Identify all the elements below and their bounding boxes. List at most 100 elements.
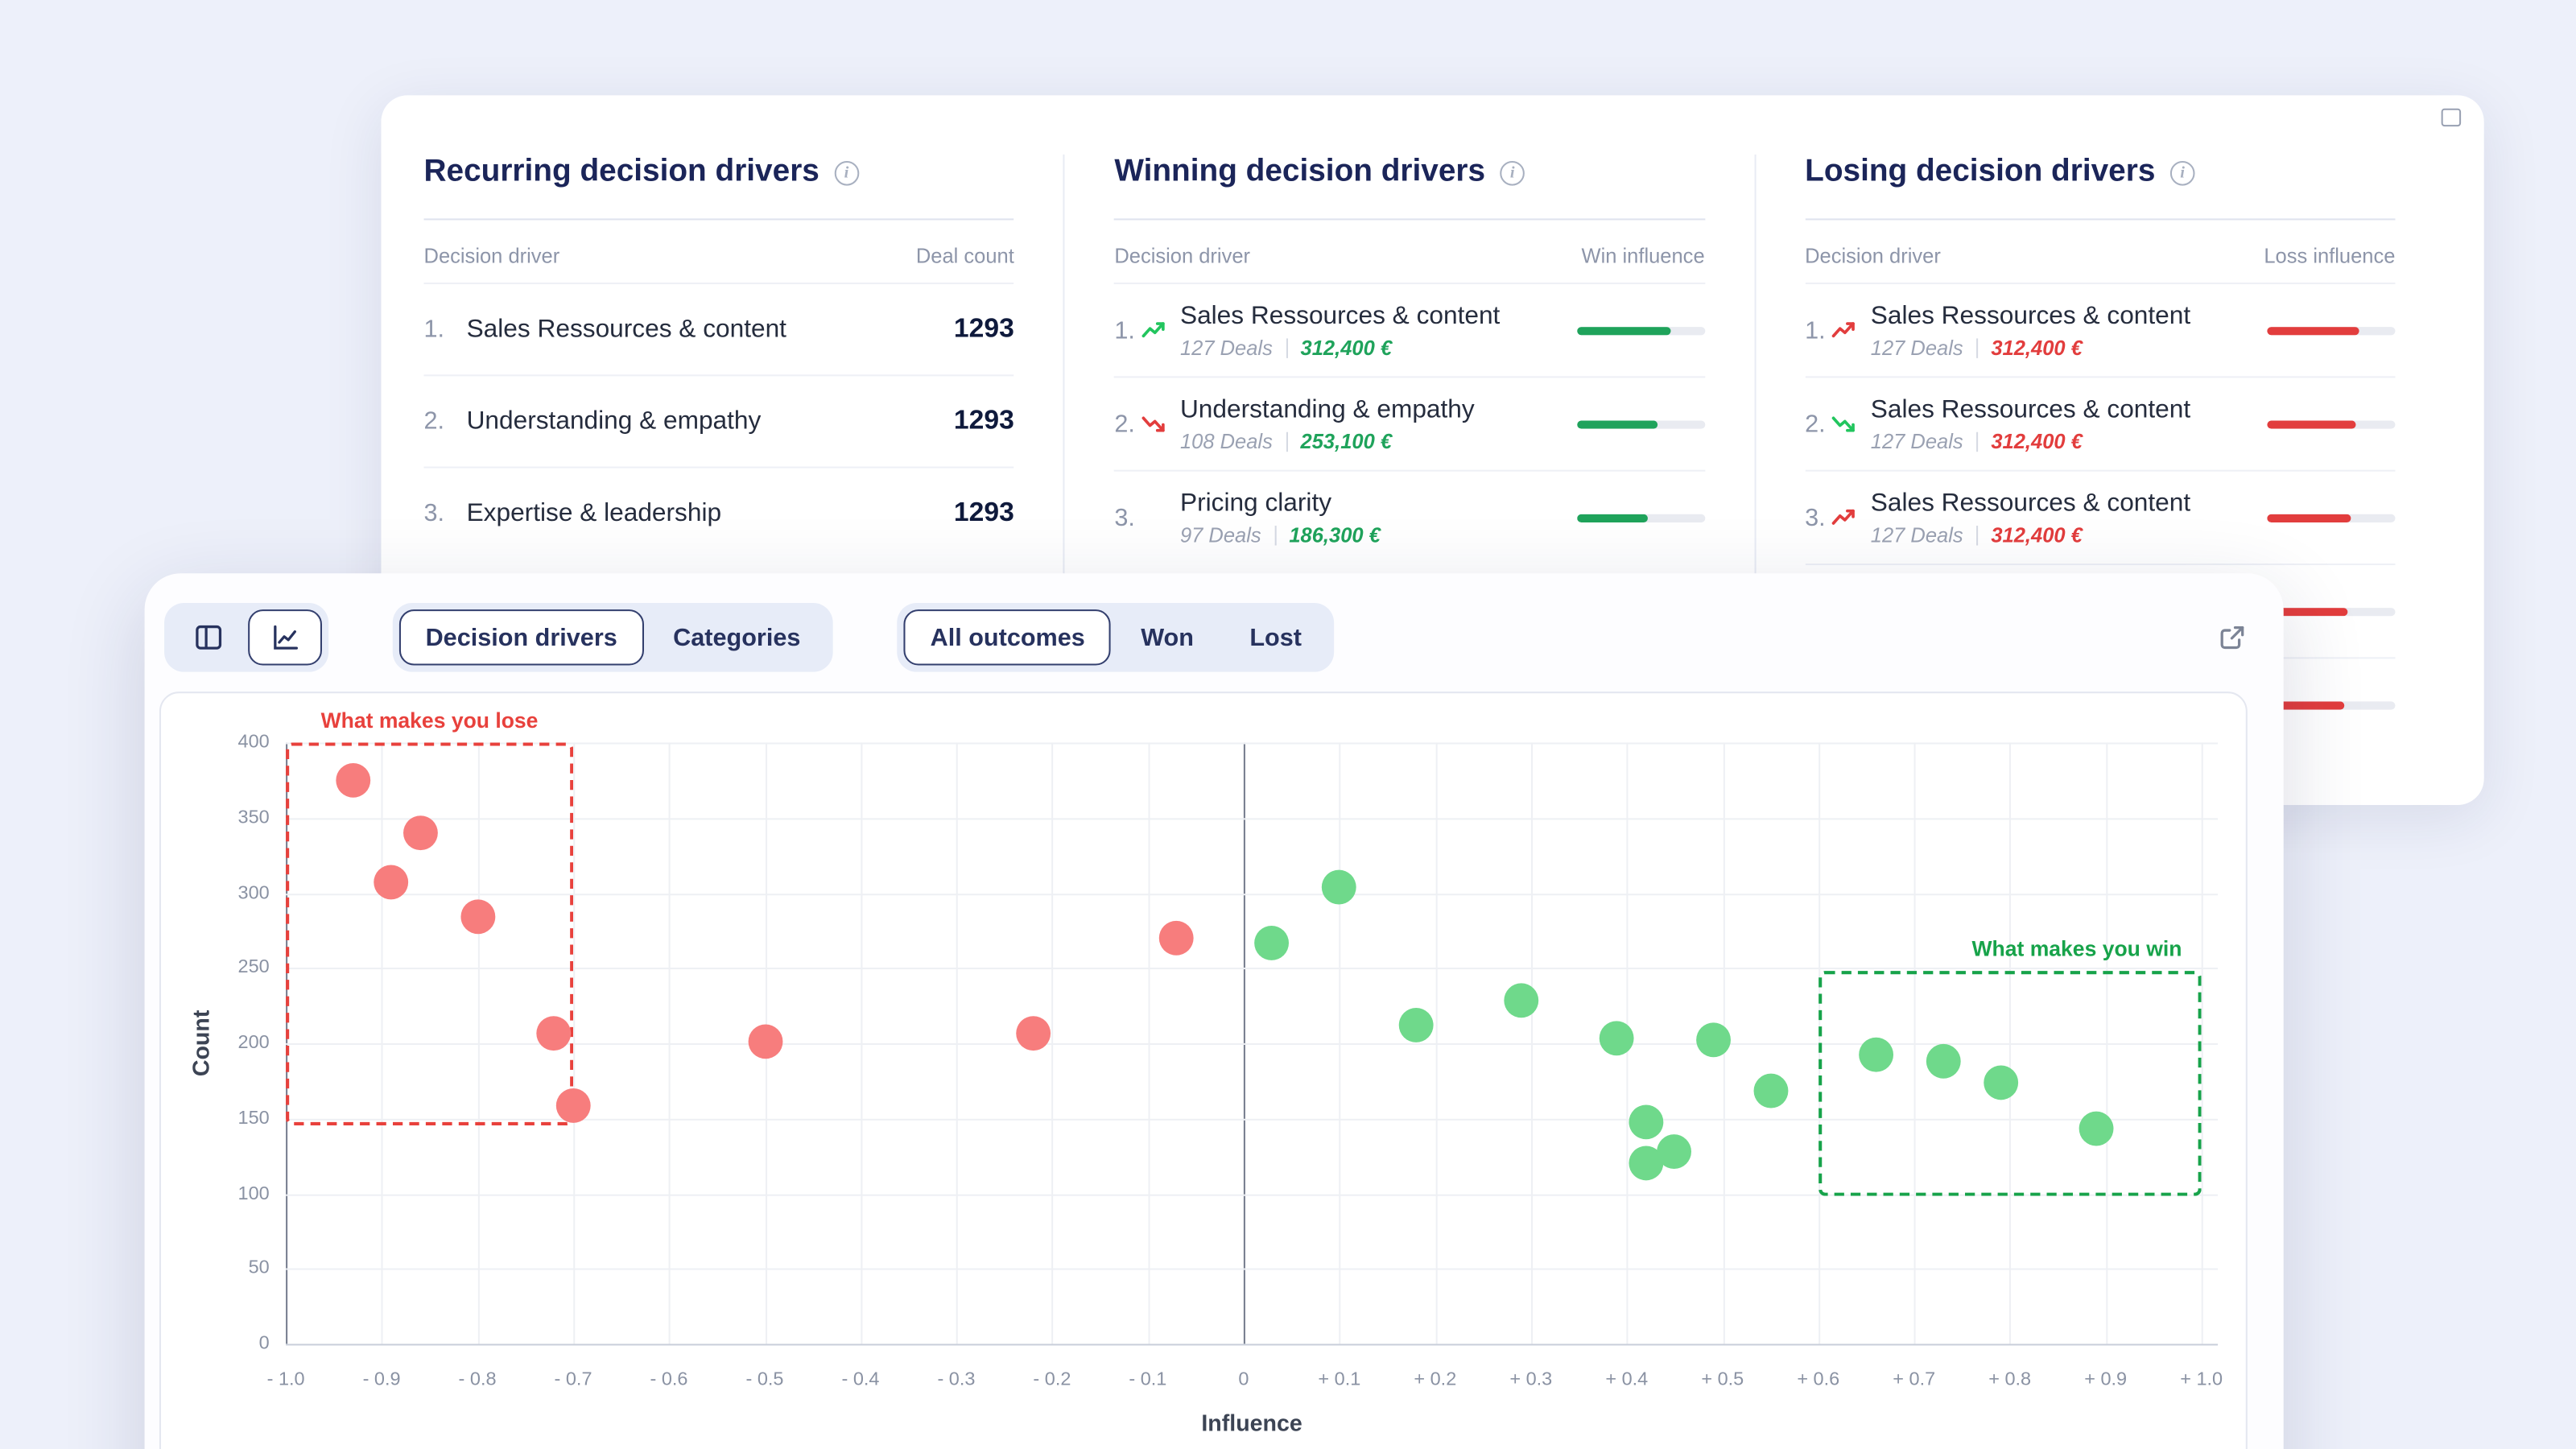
gridline-horizontal: [286, 1042, 2219, 1045]
external-link-button[interactable]: [2208, 613, 2257, 662]
info-icon[interactable]: [834, 159, 859, 185]
window-restore-icon[interactable]: [2441, 108, 2462, 127]
divider: [1274, 525, 1277, 545]
x-tick-label: + 0.8: [1988, 1370, 2032, 1390]
deal-amount: 312,400 €: [1991, 336, 2083, 359]
won-tab[interactable]: Won: [1115, 609, 1220, 665]
table-view-icon: [195, 625, 221, 650]
deal-count: 127 Deals: [1870, 336, 1963, 359]
x-tick-label: + 0.7: [1893, 1370, 1936, 1390]
x-tick-label: + 0.2: [1414, 1370, 1457, 1390]
driver-name: Sales Ressources & content: [1179, 301, 1501, 330]
chart-view-button[interactable]: [248, 609, 322, 666]
gridline-horizontal: [286, 742, 2219, 745]
x-tick-label: - 0.6: [650, 1370, 688, 1390]
data-point[interactable]: [2079, 1111, 2114, 1146]
column-header-driver: Decision driver: [423, 245, 560, 268]
data-point[interactable]: [1255, 925, 1290, 960]
data-point[interactable]: [747, 1024, 782, 1059]
x-tick-label: 0: [1238, 1370, 1249, 1390]
data-point[interactable]: [1015, 1015, 1051, 1051]
data-point[interactable]: [1629, 1104, 1664, 1139]
data-point[interactable]: [374, 865, 409, 900]
data-point[interactable]: [1695, 1022, 1731, 1058]
data-point[interactable]: [555, 1088, 591, 1124]
driver-cell: Sales Ressources & content 127 Deals 312,4…: [1871, 395, 2248, 452]
data-point[interactable]: [536, 1015, 572, 1051]
trend-down-icon: [1141, 416, 1165, 432]
row-rank: 2.: [423, 407, 445, 436]
losing-drivers-column: Losing decision drivers Decision driver …: [1753, 154, 2445, 805]
trend-down-icon: [1832, 416, 1856, 432]
divider: [1286, 431, 1288, 452]
data-point[interactable]: [335, 762, 370, 798]
influence-bar-fill: [2267, 607, 2348, 616]
recurring-drivers-column: Recurring decision drivers Decision driv…: [423, 155, 1064, 805]
table-row: 2. Sales Ressources & content 127 Deals 312…: [1805, 376, 2396, 469]
table-view-button[interactable]: [171, 609, 245, 665]
decision-drivers-tab[interactable]: Decision drivers: [398, 609, 644, 666]
row-rank: 1.: [1805, 316, 1826, 345]
driver-subline: 127 Deals 312,400 €: [1871, 523, 2248, 547]
data-point[interactable]: [1159, 920, 1195, 956]
driver-name: Expertise & leadership: [466, 498, 722, 527]
driver-name: Understanding & empathy: [466, 407, 762, 435]
x-axis-title: Influence: [1201, 1410, 1302, 1436]
column-header-driver: Decision driver: [1114, 245, 1251, 268]
deal-count: 127 Deals: [1870, 429, 1963, 453]
data-point[interactable]: [460, 899, 495, 935]
data-point[interactable]: [1983, 1065, 2018, 1100]
influence-bar-fill: [2267, 326, 2359, 335]
data-point[interactable]: [1398, 1008, 1434, 1042]
table-row: 2. Understanding & empathy 108 Deals 253,10…: [1114, 376, 1705, 469]
drivers-columns: Recurring decision drivers Decision driv…: [381, 95, 2483, 805]
data-point[interactable]: [1858, 1038, 1893, 1073]
deal-count: 127 Deals: [1179, 336, 1273, 359]
annotation-rect: [286, 742, 574, 1126]
deal-count: 108 Deals: [1179, 429, 1273, 453]
influence-bar-fill: [1576, 513, 1649, 522]
data-point[interactable]: [1504, 984, 1539, 1019]
x-tick-label: - 0.7: [554, 1370, 592, 1390]
influence-bar: [1576, 326, 1705, 335]
influence-bar: [1576, 419, 1705, 428]
x-tick-label: - 0.5: [745, 1370, 784, 1390]
info-icon[interactable]: [2169, 159, 2195, 185]
driver-cell: Sales Ressources & content 127 Deals 312,4…: [1180, 301, 1557, 358]
data-point[interactable]: [1752, 1074, 1788, 1109]
row-rank-cell: 1.: [1805, 316, 1871, 345]
table-row: [1805, 563, 2396, 657]
info-icon[interactable]: [1500, 159, 1525, 185]
y-tick-label: 100: [237, 1183, 270, 1203]
data-point[interactable]: [402, 815, 438, 850]
gridline-horizontal: [286, 1344, 2219, 1346]
x-tick-label: + 0.3: [1509, 1370, 1553, 1390]
deal-count: 127 Deals: [1870, 522, 1963, 547]
row-rank-cell: 3.: [1114, 504, 1180, 532]
driver-cell: Sales Ressources & content 127 Deals 312,4…: [1871, 489, 2248, 546]
driver-name: Pricing clarity: [1179, 489, 1332, 517]
all-outcomes-tab[interactable]: All outcomes: [903, 609, 1112, 666]
data-point[interactable]: [1925, 1043, 1960, 1079]
deal-amount: 312,400 €: [1300, 336, 1393, 359]
driver-cell: Sales Ressources & content 127 Deals 312,4…: [1871, 301, 2248, 358]
table-row: 3. Expertise & leadership 1293: [423, 466, 1014, 559]
row-rank: 3.: [1805, 503, 1826, 532]
data-point[interactable]: [1322, 869, 1357, 905]
deal-amount: 186,300 €: [1289, 522, 1381, 547]
x-tick-label: + 0.1: [1318, 1370, 1361, 1390]
divider: [1114, 218, 1705, 221]
influence-bar: [2267, 607, 2396, 616]
data-point[interactable]: [1600, 1021, 1635, 1056]
column-header-win-influence: Win influence: [1581, 245, 1705, 268]
row-rank: 2.: [1805, 410, 1826, 438]
influence-bar: [2267, 513, 2396, 522]
categories-tab[interactable]: Categories: [647, 609, 828, 665]
trend-up-icon: [1832, 322, 1856, 338]
divider: [1975, 337, 1979, 357]
influence-bar: [2267, 419, 2396, 428]
x-tick-label: - 0.9: [362, 1370, 401, 1390]
data-point[interactable]: [1657, 1133, 1692, 1169]
lost-tab[interactable]: Lost: [1224, 609, 1328, 665]
driver-subline: 127 Deals 312,400 €: [1871, 336, 2248, 359]
